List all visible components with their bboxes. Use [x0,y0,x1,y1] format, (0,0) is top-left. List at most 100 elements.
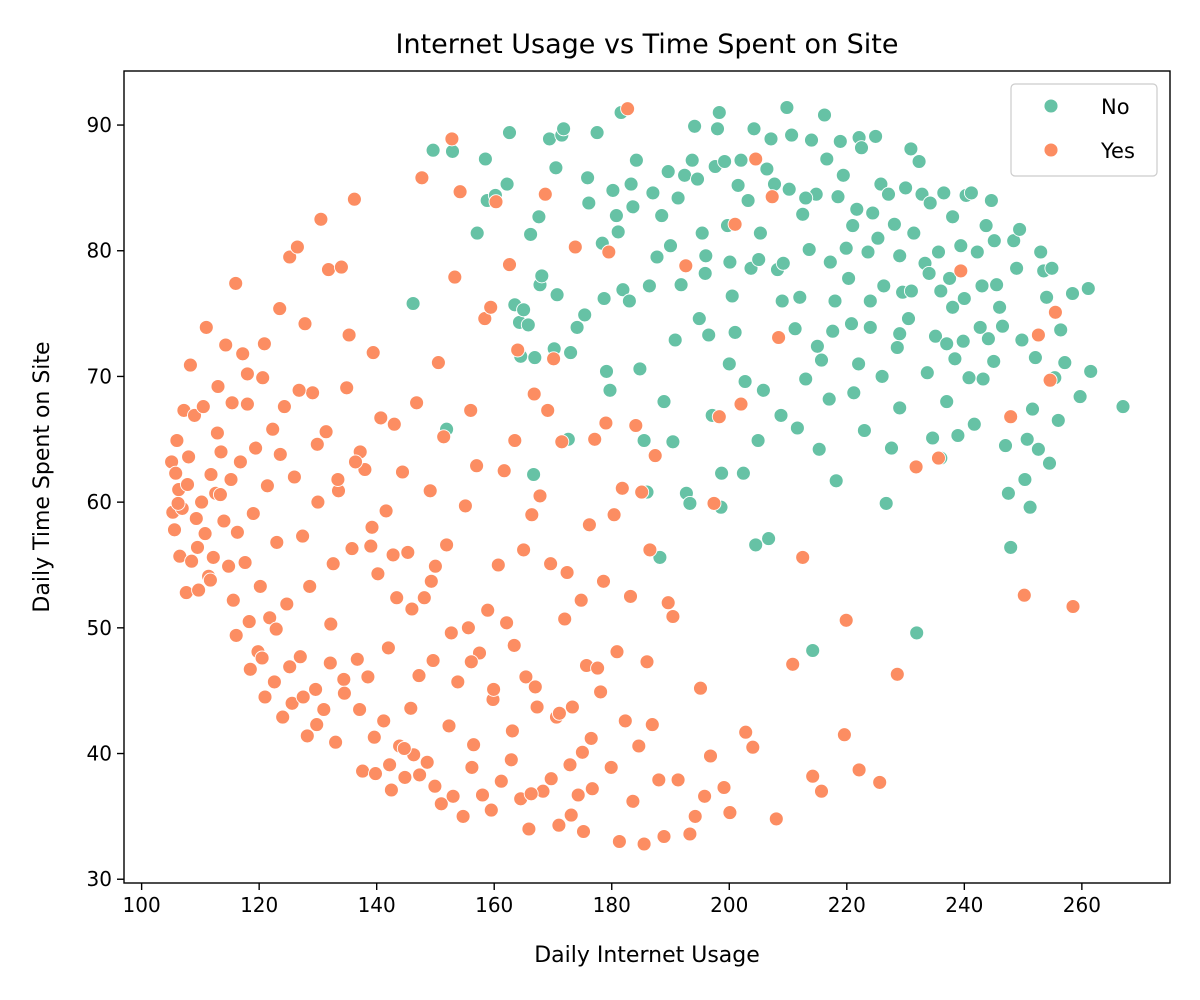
data-point-no [889,340,905,355]
data-point-yes [308,681,324,697]
data-point-no [919,365,935,381]
data-point-yes [503,752,519,768]
data-point-yes [292,649,308,665]
data-point-no [903,141,919,157]
data-point-yes [475,787,490,803]
data-point-no [502,125,517,141]
data-point-no [589,125,605,141]
data-point-yes [170,495,186,511]
data-point-yes [583,730,599,746]
data-point-yes [908,459,924,475]
data-point-yes [385,547,401,563]
data-point-yes [1042,372,1058,388]
data-point-yes [228,627,244,643]
data-point-no [792,289,808,305]
data-point-no [873,176,889,192]
data-point-yes [851,762,867,778]
data-point-no [789,420,805,436]
data-point-no [690,171,705,187]
data-point-no [955,333,971,349]
data-point-no [779,100,795,115]
data-point-yes [693,680,708,696]
data-point-yes [623,588,638,604]
data-point-no [714,465,730,481]
data-point-no [1083,363,1099,379]
data-point-no [711,105,727,120]
data-point-yes [529,699,545,715]
data-point-yes [526,386,542,402]
data-point-yes [224,395,240,411]
data-point-no [814,352,829,368]
data-point-yes [805,768,821,784]
data-point-no [975,371,991,387]
data-point-no [608,208,624,224]
x-tick-label: 120 [240,893,278,917]
series-no [405,100,1131,658]
data-point-no [805,643,821,658]
data-point-no [665,434,681,450]
data-point-no [654,208,670,224]
data-point-no [1022,499,1038,515]
data-point-no [862,293,878,309]
data-point-no [983,193,999,208]
data-point-yes [212,487,228,503]
data-point-yes [564,699,580,715]
data-point-no [710,121,725,137]
axis-ticks: 100 120 140 160 180 200 220 240 260 30 40 50 60 70 80 9… [87,113,1101,917]
data-point-yes [235,346,251,362]
data-point-yes [191,582,207,598]
data-point-yes [216,513,232,529]
data-point-yes [703,748,718,764]
data-point-yes [242,661,258,677]
data-point-yes [493,773,509,789]
data-point-no [925,430,941,446]
data-point-no [856,423,872,438]
x-tick-label: 240 [945,893,983,917]
data-point-yes [178,585,194,601]
data-point-yes [414,170,430,186]
data-point-no [1009,260,1025,276]
data-point-yes [328,734,344,750]
data-point-yes [241,614,257,630]
data-point-no [730,177,746,193]
data-point-no [922,195,938,211]
data-point-no [516,302,532,318]
data-point-yes [464,759,480,775]
data-point-no [694,225,710,241]
data-point-yes [606,507,622,523]
data-point-yes [768,811,784,827]
data-point-yes [540,402,556,418]
data-point-no [989,277,1005,293]
y-tick-label: 30 [87,867,112,891]
data-point-yes [333,259,349,275]
data-point-no [827,293,843,309]
data-point-no [724,288,740,304]
data-point-yes [396,741,412,756]
data-point-yes [389,590,405,606]
data-point-no [992,299,1008,315]
data-point-yes [403,700,419,716]
data-point-yes [346,191,362,207]
y-tick-label: 50 [87,616,112,640]
data-point-yes [272,301,288,317]
data-point-yes [614,480,630,496]
x-tick-label: 180 [593,893,631,917]
data-point-no [526,467,542,482]
x-tick-label: 220 [828,893,866,917]
data-point-no [687,118,703,134]
data-point-no [673,277,689,293]
data-point-no [846,385,862,401]
data-point-yes [400,544,416,560]
data-point-no [849,201,865,217]
data-point-no [577,307,593,323]
data-point-yes [309,436,325,452]
data-point-no [1080,281,1096,296]
data-point-no [1039,289,1055,305]
legend-label-no: No [1101,95,1130,119]
data-point-yes [302,578,318,594]
data-point-yes [259,478,275,494]
data-point-yes [457,498,473,514]
data-point-no [667,332,683,348]
data-point-no [767,176,782,192]
